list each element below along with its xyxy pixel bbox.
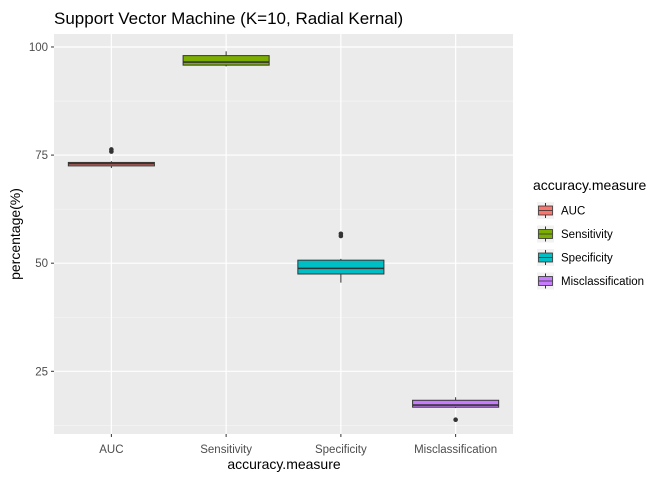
legend-title: accuracy.measure bbox=[533, 177, 647, 193]
plot-panel bbox=[54, 34, 513, 434]
legend-item-label: Misclassification bbox=[561, 276, 644, 288]
x-axis-label: accuracy.measure bbox=[227, 456, 341, 472]
box-misclassification bbox=[412, 397, 500, 423]
x-tick-label: Specificity bbox=[315, 444, 367, 456]
outlier-point bbox=[109, 147, 114, 152]
legend-item-label: Specificity bbox=[561, 253, 613, 265]
legend: accuracy.measure AUC Sensitivity Specifici… bbox=[533, 177, 647, 290]
legend-items: AUC Sensitivity Specificity Misclassificati… bbox=[537, 202, 644, 290]
boxes bbox=[67, 51, 500, 423]
y-tick-label: 50 bbox=[35, 258, 48, 270]
grid-minor bbox=[54, 100, 513, 426]
box-specificity bbox=[297, 231, 385, 283]
x-tick-label: Misclassification bbox=[414, 444, 497, 456]
box-auc bbox=[67, 147, 155, 169]
box-body bbox=[297, 259, 385, 275]
legend-item-specificity: Specificity bbox=[537, 249, 613, 266]
outlier-point bbox=[338, 231, 344, 237]
y-tick-label: 25 bbox=[35, 366, 48, 378]
x-axis: AUC Sensitivity Specificity Misclassificati… bbox=[99, 434, 497, 456]
y-axis: 25 50 75 100 bbox=[29, 42, 54, 378]
grid-major bbox=[54, 34, 513, 434]
legend-item-auc: AUC bbox=[537, 202, 585, 219]
box-body bbox=[412, 399, 500, 408]
chart-title: Support Vector Machine (K=10, Radial Ker… bbox=[54, 9, 403, 28]
x-tick-label: AUC bbox=[99, 444, 123, 456]
legend-item-sensitivity: Sensitivity bbox=[537, 225, 613, 243]
y-tick-label: 75 bbox=[35, 150, 48, 162]
outlier-point bbox=[453, 417, 458, 423]
x-tick-label: Sensitivity bbox=[200, 444, 252, 456]
box-sensitivity bbox=[182, 51, 270, 67]
legend-item-label: AUC bbox=[561, 206, 585, 218]
legend-item-misclassification: Misclassification bbox=[537, 272, 644, 290]
box-body bbox=[182, 55, 270, 66]
y-tick-label: 100 bbox=[29, 42, 48, 54]
legend-item-label: Sensitivity bbox=[561, 229, 613, 241]
y-axis-label: percentage(%) bbox=[7, 188, 23, 280]
